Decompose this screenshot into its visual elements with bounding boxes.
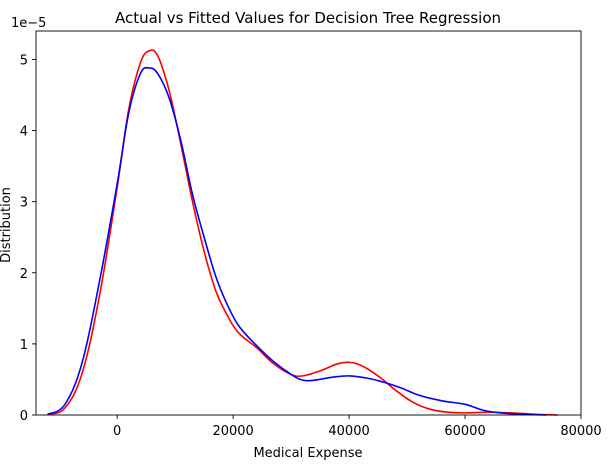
axes-frame [35, 30, 582, 416]
x-tick-label: 60000 [444, 424, 485, 439]
y-tick-label: 3 [20, 196, 28, 211]
x-tick-label: 40000 [328, 424, 369, 439]
y-axis-title: Distribution [0, 187, 14, 263]
chart-title: Actual vs Fitted Values for Decision Tre… [115, 9, 501, 27]
plot-area: 0 20000 40000 60000 80000 0 1 2 3 4 5 [20, 30, 602, 439]
y-tick-label: 4 [20, 125, 28, 140]
x-tick-label: 0 [113, 424, 121, 439]
series-line-actual [47, 49, 558, 416]
y-tick-label: 1 [20, 338, 28, 353]
x-tick-label: 80000 [560, 424, 601, 439]
y-offset-label: 1e−5 [11, 16, 46, 31]
x-tick-label: 20000 [212, 424, 253, 439]
x-axis-title: Medical Expense [253, 446, 362, 461]
series-line-fitted [47, 66, 547, 416]
y-tick-label: 2 [20, 267, 28, 282]
y-tick-label: 0 [20, 409, 28, 424]
y-tick-label: 5 [20, 53, 28, 68]
